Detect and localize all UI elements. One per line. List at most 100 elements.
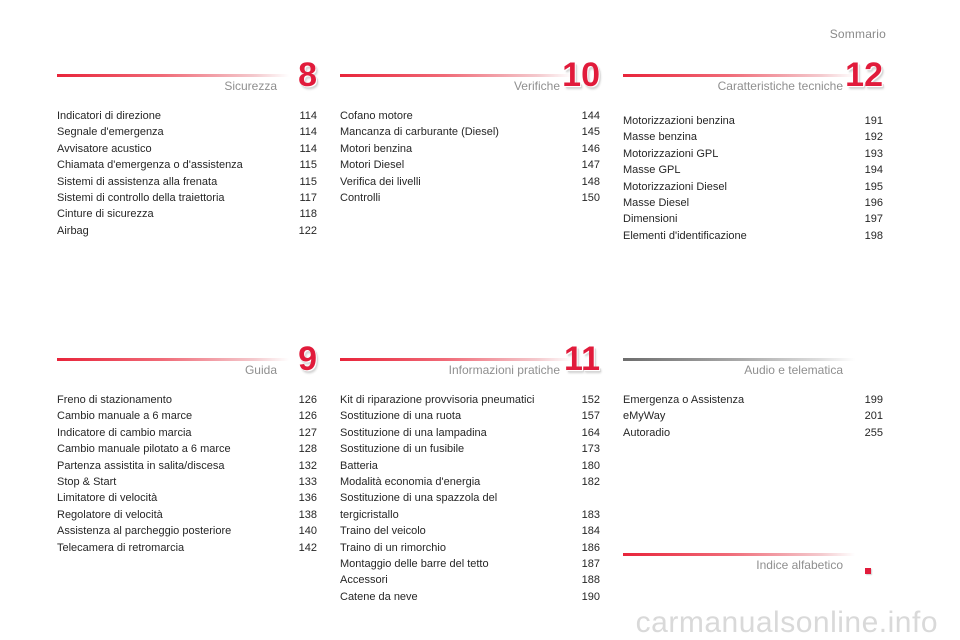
toc-entry[interactable]: Autoradio 255 [623,425,883,441]
toc-entry-label: Telecamera di retromarcia [57,541,185,554]
toc-entry[interactable]: Mancanza di carburante (Diesel) 145 [340,124,600,140]
toc-entry[interactable]: Sostituzione di una spazzola del tergicr… [340,490,600,523]
toc-entry-page: 186 [581,541,600,554]
toc-entry[interactable]: Airbag 122 [57,223,317,239]
toc-entry[interactable]: Assistenza al parcheggio posteriore 140 [57,523,317,539]
toc-entry[interactable]: Verifica dei livelli 148 [340,174,600,190]
toc-entry[interactable]: Limitatore di velocità 136 [57,490,317,506]
toc-entry[interactable]: Avvisatore acustico 114 [57,141,317,157]
section-divider [623,358,855,361]
toc-entry-page: 199 [864,394,883,406]
toc-entry-page: 182 [581,476,600,489]
toc-list: Freno di stazionamento 126 Cambio manuale … [57,392,317,556]
toc-entry-label: Airbag [57,224,89,237]
toc-entry[interactable]: Traino di un rimorchio 186 [340,540,600,556]
toc-entry[interactable]: Freno di stazionamento 126 [57,392,317,408]
toc-entry-label: Cambio manuale pilotato a 6 marce [57,443,231,456]
section-title: Informazioni pratiche [448,363,560,377]
toc-entry[interactable]: Batteria 180 [340,458,600,474]
toc-entry-label: Motorizzazioni benzina [623,115,735,127]
toc-entry-label: Indicatore di cambio marcia [57,426,192,439]
toc-entry[interactable]: Cinture di sicurezza 118 [57,206,317,222]
toc-entry-label: Motorizzazioni GPL [623,147,719,160]
section-title: Guida [244,363,277,377]
toc-entry-page: 201 [864,410,883,423]
toc-entry-label: Chiamata d'emergenza o d'assistenza [57,159,243,172]
section-title: Audio e telematica [744,363,843,377]
toc-entry-label: Masse GPL [623,164,681,177]
toc-entry-label: Traino del veicolo [340,525,426,538]
toc-entry[interactable]: Stop & Start 133 [57,474,317,490]
section-header: Informazioni pratiche 11 [340,342,600,382]
toc-entry[interactable]: Motorizzazioni Diesel 195 [623,179,883,195]
toc-entry-page: 144 [581,110,600,122]
toc-entry-page: 150 [581,192,600,205]
toc-entry-page: 193 [864,147,883,160]
toc-entry[interactable]: eMyWay 201 [623,408,883,424]
toc-entry-page: 188 [581,574,600,587]
section-title: Indice alfabetico [756,558,843,572]
toc-entry-page: 126 [298,410,317,423]
toc-entry[interactable]: Controlli 150 [340,190,600,206]
toc-entry-label: Motori benzina [340,142,413,155]
toc-entry[interactable]: Cofano motore 144 [340,108,600,124]
index-marker-icon [865,568,871,574]
toc-entry[interactable]: Kit di riparazione provvisoria pneumatic… [340,392,600,408]
toc-entry[interactable]: Motorizzazioni benzina 191 [623,113,883,129]
toc-entry[interactable]: Masse GPL 194 [623,162,883,178]
toc-entry-page: 183 [581,508,600,521]
toc-entry-page: 127 [298,426,317,439]
toc-entry-label: Cambio manuale a 6 marce [57,410,193,423]
toc-entry[interactable]: Montaggio delle barre del tetto 187 [340,556,600,572]
toc-entry[interactable]: Traino del veicolo 184 [340,523,600,539]
toc-entry[interactable]: Partenza assistita in salita/discesa 132 [57,458,317,474]
toc-entry-label: Elementi d'identificazione [623,229,747,242]
toc-entry-page: 117 [299,192,317,205]
toc-entry[interactable]: Sostituzione di una lampadina 164 [340,425,600,441]
toc-entry[interactable]: Sostituzione di una ruota 157 [340,408,600,424]
toc-entry[interactable]: Motori Diesel 147 [340,157,600,173]
toc-entry[interactable]: Segnale d'emergenza 114 [57,124,317,140]
section-title: Verifiche [513,79,560,93]
toc-entry[interactable]: Dimensioni 197 [623,211,883,227]
toc-entry[interactable]: Chiamata d'emergenza o d'assistenza 115 [57,157,317,173]
toc-entry-page: 128 [298,443,317,456]
section-header: Indice alfabetico [623,537,883,577]
toc-entry[interactable]: Sistemi di assistenza alla frenata 115 [57,174,317,190]
toc-entry-page: 194 [864,164,883,177]
toc-entry[interactable]: Emergenza o Assistenza 199 [623,392,883,408]
toc-entry-label: Sostituzione di una spazzola del tergicr… [340,492,498,521]
toc-entry[interactable]: Motorizzazioni GPL 193 [623,146,883,162]
toc-entry-page: 184 [581,525,600,538]
toc-entry-label: Modalità economia d'energia [340,476,481,489]
toc-entry-page: 114 [299,142,317,155]
toc-entry-label: Kit di riparazione provvisoria pneumatic… [340,394,535,406]
toc-entry[interactable]: Elementi d'identificazione 198 [623,228,883,244]
toc-entry-label: Freno di stazionamento [57,394,172,406]
toc-list: Kit di riparazione provvisoria pneumatic… [340,392,600,605]
section-header: Verifiche 10 [340,58,600,98]
toc-entry-label: Controlli [340,192,381,205]
toc-entry[interactable]: Accessori 188 [340,572,600,588]
toc-entry[interactable]: Modalità economia d'energia 182 [340,474,600,490]
toc-entry-page: 122 [298,224,317,237]
toc-entry[interactable]: Cambio manuale a 6 marce 126 [57,408,317,424]
section-divider [340,358,572,361]
toc-entry[interactable]: Telecamera di retromarcia 142 [57,540,317,556]
toc-entry-page: 195 [864,180,883,193]
toc-entry[interactable]: Sostituzione di un fusibile 173 [340,441,600,457]
toc-entry-label: Sostituzione di un fusibile [340,443,465,456]
toc-entry[interactable]: Masse Diesel 196 [623,195,883,211]
toc-entry[interactable]: Indicatori di direzione 114 [57,108,317,124]
toc-entry-page: 152 [581,394,600,406]
toc-entry-label: Regolatore di velocità [57,508,163,521]
toc-entry[interactable]: Indicatore di cambio marcia 127 [57,425,317,441]
toc-entry[interactable]: Masse benzina 192 [623,129,883,145]
toc-entry[interactable]: Regolatore di velocità 138 [57,507,317,523]
toc-entry[interactable]: Sistemi di controllo della traiettoria 11… [57,190,317,206]
toc-entry-label: Sistemi di assistenza alla frenata [57,175,218,188]
toc-entry[interactable]: Cambio manuale pilotato a 6 marce 128 [57,441,317,457]
toc-entry[interactable]: Motori benzina 146 [340,141,600,157]
toc-entry[interactable]: Catene da neve 190 [340,589,600,605]
toc-entry-label: Motorizzazioni Diesel [623,180,727,193]
